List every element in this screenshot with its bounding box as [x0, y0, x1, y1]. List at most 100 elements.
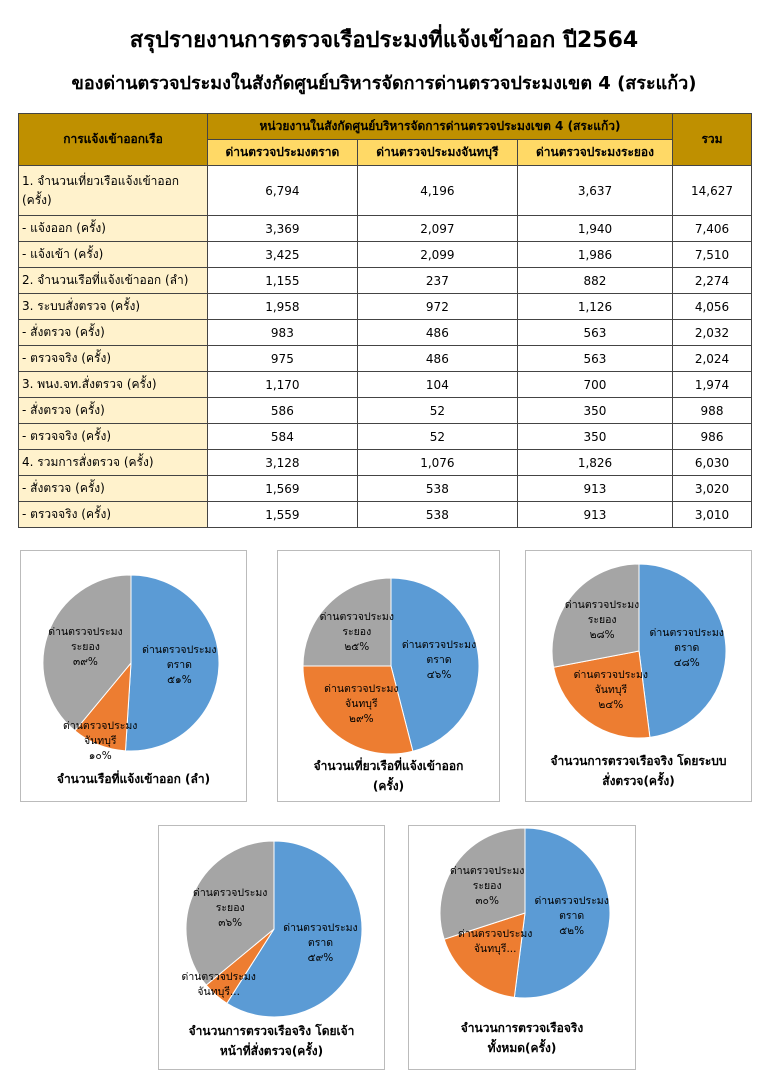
- table-cell: 1,974: [672, 371, 752, 398]
- chart-title: จำนวนเรือที่แจ้งเข้าออก (ลำ): [56, 772, 211, 786]
- table-cell: 2,099: [356, 241, 518, 268]
- table-cell: 1,826: [516, 449, 674, 476]
- title: สรุปรายงานการตรวจเรือประมงที่แจ้งเข้าออก…: [129, 28, 639, 53]
- chart-box: ด่านตรวจประมงตราด๕๒% ด่านตรวจประมงจันทบุร…: [408, 825, 636, 1070]
- table-row: - แจ้งออก (ครั้ง) 3,369 2,097 1,940 7,406: [18, 215, 752, 242]
- table-cell: 1,940: [516, 215, 674, 242]
- category-label: ด่านตรวจประมงจันทบุรี...: [457, 928, 533, 956]
- pie-slice: [551, 563, 640, 668]
- table-row: 1. จำนวนเที่ยวเรือแจ้งเข้าออก (ครั้ง) 6,7…: [18, 165, 752, 216]
- table-cell: 4,056: [672, 293, 752, 320]
- slice-label: ด่านตรวจประมงจันทบุรี ๒๙%: [316, 682, 406, 727]
- table-cell: 1,155: [207, 267, 358, 294]
- category-label: ด่านตรวจประมงระยอง: [319, 610, 394, 638]
- slice-label: ด่านตรวจประมงตราด ๕๙%: [275, 921, 365, 966]
- table-cell: 104: [356, 371, 518, 398]
- subtitle: ของด่านตรวจประมงในสังกัดศูนย์บริหารจัดกา…: [71, 73, 697, 94]
- category-label: ด่านตรวจประมงระยอง: [48, 625, 123, 653]
- chart-box: ด่านตรวจประมงตราด ๕๙% ด่านตรวจประมงจันทบุร…: [158, 825, 385, 1070]
- table-cell: - ตรวจจริง (ครั้ง): [18, 423, 208, 450]
- table-cell: 1. จำนวนเที่ยวเรือแจ้งเข้าออก (ครั้ง): [18, 165, 208, 216]
- table-cell: 563: [516, 345, 674, 372]
- table-row: 4. รวมการสั่งตรวจ (ครั้ง) 3,128 1,076 1,826…: [18, 449, 752, 476]
- header-cell: การแจ้งเข้าออกเรือ: [18, 113, 208, 166]
- table-cell: 350: [516, 423, 674, 450]
- category-label: ด่านตรวจประมงระยอง: [564, 599, 640, 627]
- table-cell: 1,076: [356, 449, 518, 476]
- value-label: ๓๙%: [73, 655, 98, 668]
- category-label: ด่านตรวจประมงตราด: [142, 643, 217, 671]
- table-cell: 237: [356, 267, 518, 294]
- table-cell: 4. รวมการสั่งตรวจ (ครั้ง): [18, 449, 208, 476]
- table-cell: 586: [207, 397, 358, 424]
- pie-slice: [552, 650, 651, 739]
- chart-title: จำนวนการตรวจเรือจริง ทั้งหมด(ครั้ง): [460, 1021, 584, 1055]
- table-cell: 1,559: [207, 501, 358, 528]
- slice-label: ด่านตรวจประมงจันทบุรี...: [174, 970, 264, 1000]
- pie-chart: [439, 827, 611, 999]
- table-cell: 913: [516, 501, 674, 528]
- pie-slice: [124, 574, 220, 752]
- header-cell: ด่านตรวจประมงตราด: [207, 139, 358, 166]
- table-cell: - สั่งตรวจ (ครั้ง): [18, 475, 208, 502]
- category-label: ด่านตรวจประมงจันทบุรี: [63, 719, 138, 747]
- category-label: ด่านตรวจประมงจันทบุรี: [324, 683, 399, 711]
- table-cell: 3. พนง.จท.สั่งตรวจ (ครั้ง): [18, 371, 208, 398]
- table-cell: 986: [672, 423, 752, 450]
- value-label: ๔๖%: [426, 668, 452, 681]
- category-label: ด่านตรวจประมงตราด: [649, 626, 724, 654]
- value-label: ๒๘%: [589, 629, 615, 642]
- pie-chart: [185, 840, 363, 1018]
- chart-box: ด่านตรวจประมงตราด ๔๖% ด่านตรวจประมงจันทบุร…: [277, 550, 500, 802]
- slice-label: ด่านตรวจประมงจันทบุรี ๒๔%: [566, 668, 656, 713]
- chart-box: ด่านตรวจประมงตราด ๔๘% ด่านตรวจประมงจันทบุร…: [525, 550, 752, 802]
- header-cell: รวม: [672, 113, 752, 166]
- table-cell: 2. จำนวนเรือที่แจ้งเข้าออก (ลำ): [18, 267, 208, 294]
- category-label: ด่านตรวจประมงระยอง: [193, 887, 268, 915]
- slice-label: ด่านตรวจประมงระยอง ๓๐%: [442, 864, 532, 909]
- pie-chart: [42, 574, 220, 752]
- table-row: 2. จำนวนเรือที่แจ้งเข้าออก (ลำ) 1,155 237 8…: [18, 267, 752, 294]
- category-label: ด่านตรวจประมงจันทบุรี: [573, 668, 649, 696]
- table-cell: 3,020: [672, 475, 752, 502]
- pie-slice: [439, 827, 526, 940]
- table-cell: 1,569: [207, 475, 358, 502]
- table-cell: 3,010: [672, 501, 752, 528]
- table-row: - สั่งตรวจ (ครั้ง) 1,569 538 913 3,020: [18, 475, 752, 502]
- table-cell: 1,170: [207, 371, 358, 398]
- table-row: - สั่งตรวจ (ครั้ง) 983 486 563 2,032: [18, 319, 752, 346]
- table-cell: - ตรวจจริง (ครั้ง): [18, 501, 208, 528]
- slice-label: ด่านตรวจประมงระยอง ๒๕%: [312, 610, 402, 655]
- category-label: ด่านตรวจประมงตราด: [534, 894, 609, 922]
- table-cell: 6,030: [672, 449, 752, 476]
- header-cell: ด่านตรวจประมงจันทบุรี: [356, 139, 518, 166]
- value-label: ๓๐%: [475, 894, 499, 907]
- table-cell: 563: [516, 319, 674, 346]
- table-cell: 7,406: [672, 215, 752, 242]
- table-cell: 486: [356, 345, 518, 372]
- table-cell: 972: [356, 293, 518, 320]
- table-cell: 7,510: [672, 241, 752, 268]
- pie-chart: [302, 577, 480, 755]
- table-cell: 882: [516, 267, 674, 294]
- value-label: ๔๘%: [673, 656, 700, 669]
- table-cell: 1,126: [516, 293, 674, 320]
- table-cell: 2,032: [672, 319, 752, 346]
- table-row: - ตรวจจริง (ครั้ง) 1,559 538 913 3,010: [18, 501, 752, 528]
- pie-slice: [185, 840, 275, 986]
- table-cell: 538: [356, 475, 518, 502]
- table-cell: 975: [207, 345, 358, 372]
- table-cell: 52: [356, 397, 518, 424]
- slice-label: ด่านตรวจประมงตราด ๕๑%: [134, 643, 224, 688]
- table-row: 3. ระบบสั่งตรวจ (ครั้ง) 1,958 972 1,126 4,05…: [18, 293, 752, 320]
- header-row: การแจ้งเข้าออกเรือ หน่วยงานในสังกัดศูนย์บ…: [18, 113, 752, 166]
- value-label: ๕๒%: [559, 924, 585, 937]
- slice-label: ด่านตรวจประมงตราด๔๘%: [642, 626, 732, 671]
- header-row: ด่านตรวจประมงตราด ด่านตรวจประมงจันทบุรี ด่…: [19, 139, 752, 166]
- slice-label: ด่านตรวจประมงจันทบุรี ๑๐%: [55, 719, 145, 764]
- table-cell: 14,627: [672, 165, 752, 216]
- slice-label: ด่านตรวจประมงระยอง๒๘%: [557, 598, 647, 643]
- report-table: การแจ้งเข้าออกเรือ หน่วยงานในสังกัดศูนย์บ…: [18, 113, 752, 528]
- pie-slice: [42, 574, 132, 732]
